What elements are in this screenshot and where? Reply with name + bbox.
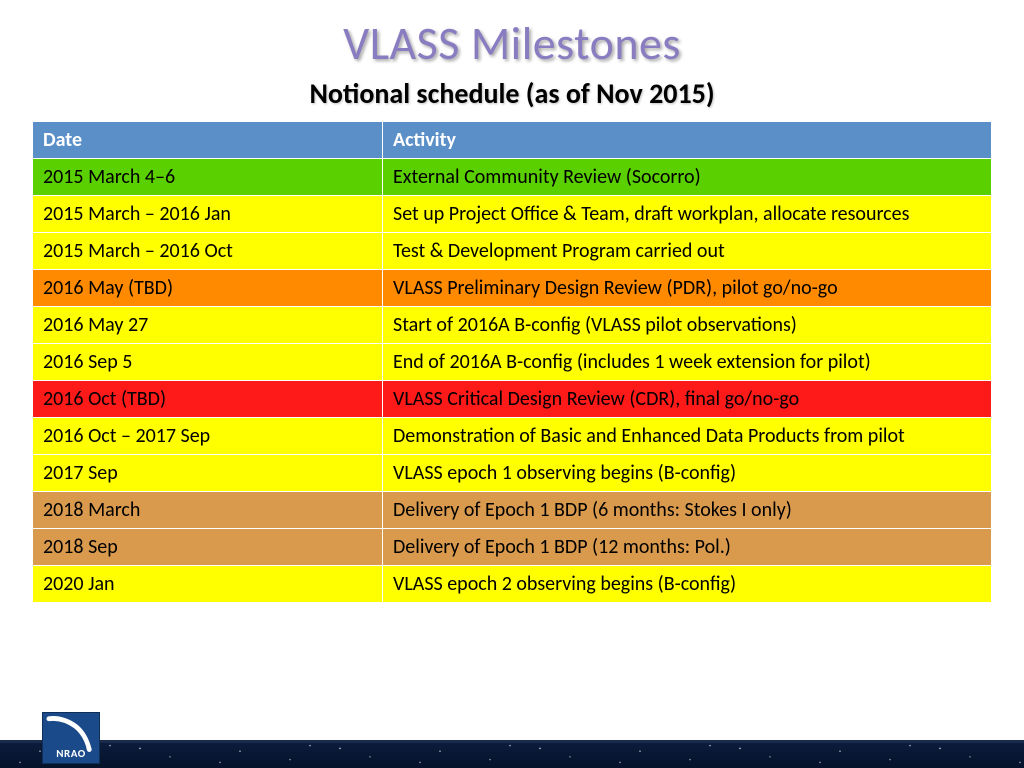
cell-date: 2016 Sep 5	[33, 344, 383, 381]
cell-date: 2018 March	[33, 492, 383, 529]
cell-activity: VLASS Critical Design Review (CDR), fina…	[383, 381, 992, 418]
table-row: 2015 March – 2016 JanSet up Project Offi…	[33, 196, 992, 233]
header-activity: Activity	[383, 122, 992, 159]
cell-activity: VLASS epoch 1 observing begins (B-config…	[383, 455, 992, 492]
table-row: 2017 SepVLASS epoch 1 observing begins (…	[33, 455, 992, 492]
table-row: 2015 March 4–6External Community Review …	[33, 159, 992, 196]
cell-date: 2018 Sep	[33, 529, 383, 566]
cell-activity: Set up Project Office & Team, draft work…	[383, 196, 992, 233]
cell-date: 2017 Sep	[33, 455, 383, 492]
table-row: 2018 MarchDelivery of Epoch 1 BDP (6 mon…	[33, 492, 992, 529]
table-row: 2016 Sep 5End of 2016A B-config (include…	[33, 344, 992, 381]
logo-text: NRAO	[43, 747, 99, 760]
cell-date: 2016 Oct – 2017 Sep	[33, 418, 383, 455]
header-date: Date	[33, 122, 383, 159]
cell-activity: External Community Review (Socorro)	[383, 159, 992, 196]
cell-date: 2015 March – 2016 Jan	[33, 196, 383, 233]
table-row: 2018 SepDelivery of Epoch 1 BDP (12 mont…	[33, 529, 992, 566]
footer-stars	[0, 740, 1024, 768]
cell-activity: Delivery of Epoch 1 BDP (12 months: Pol.…	[383, 529, 992, 566]
cell-activity: Delivery of Epoch 1 BDP (6 months: Stoke…	[383, 492, 992, 529]
table-row: 2016 May (TBD)VLASS Preliminary Design R…	[33, 270, 992, 307]
table-row: 2016 May 27Start of 2016A B-config (VLAS…	[33, 307, 992, 344]
table-row: 2015 March – 2016 OctTest & Development …	[33, 233, 992, 270]
cell-activity: Demonstration of Basic and Enhanced Data…	[383, 418, 992, 455]
cell-date: 2015 March 4–6	[33, 159, 383, 196]
cell-date: 2016 May 27	[33, 307, 383, 344]
cell-activity: Test & Development Program carried out	[383, 233, 992, 270]
cell-date: 2020 Jan	[33, 566, 383, 603]
cell-activity: Start of 2016A B-config (VLASS pilot obs…	[383, 307, 992, 344]
cell-date: 2015 March – 2016 Oct	[33, 233, 383, 270]
cell-date: 2016 Oct (TBD)	[33, 381, 383, 418]
table-header-row: Date Activity	[33, 122, 992, 159]
slide-footer: NRAO	[0, 712, 1024, 768]
table-row: 2016 Oct – 2017 SepDemonstration of Basi…	[33, 418, 992, 455]
cell-activity: VLASS epoch 2 observing begins (B-config…	[383, 566, 992, 603]
table-row: 2020 JanVLASS epoch 2 observing begins (…	[33, 566, 992, 603]
cell-date: 2016 May (TBD)	[33, 270, 383, 307]
nrao-logo: NRAO	[42, 712, 100, 764]
milestones-table: Date Activity 2015 March 4–6External Com…	[32, 121, 992, 603]
table-row: 2016 Oct (TBD)VLASS Critical Design Revi…	[33, 381, 992, 418]
cell-activity: VLASS Preliminary Design Review (PDR), p…	[383, 270, 992, 307]
slide-title: VLASS Milestones	[0, 0, 1024, 72]
cell-activity: End of 2016A B-config (includes 1 week e…	[383, 344, 992, 381]
slide-subtitle: Notional schedule (as of Nov 2015)	[0, 76, 1024, 111]
